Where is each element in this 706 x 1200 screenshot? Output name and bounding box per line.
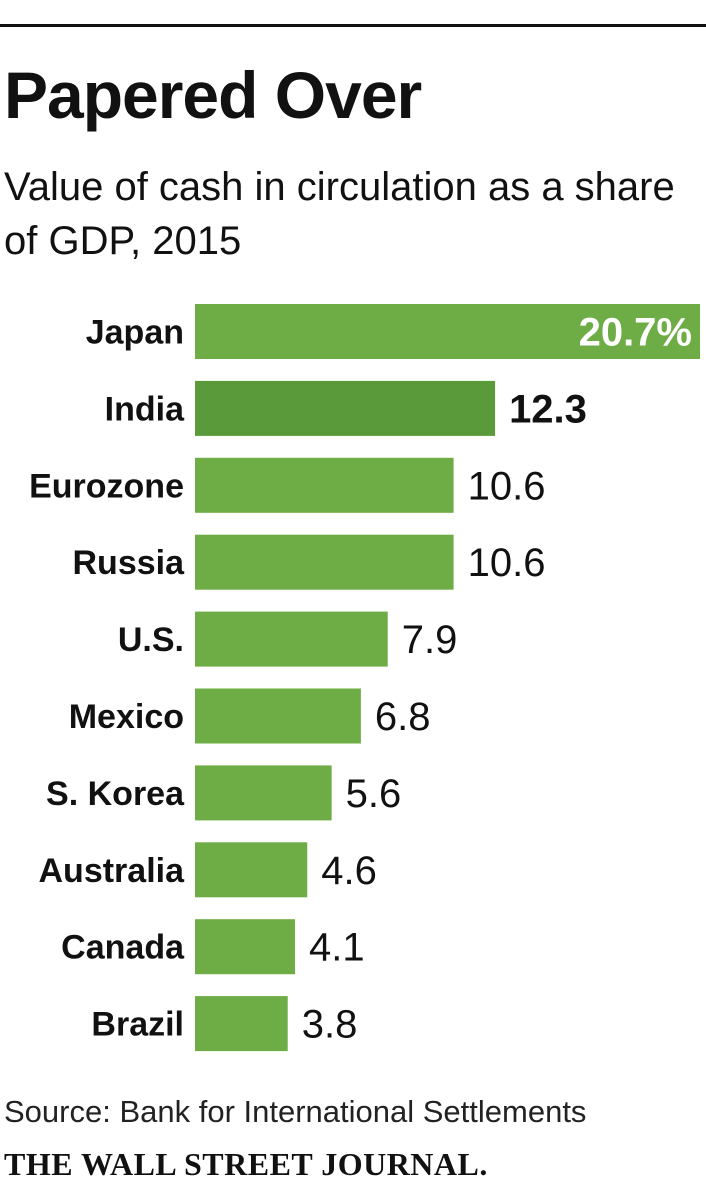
bar-canada	[195, 919, 296, 975]
category-label-india: India	[105, 390, 185, 428]
bar-australia	[195, 842, 308, 898]
bar-japan	[195, 304, 700, 359]
source-note: Source: Bank for International Settlemen…	[4, 1094, 587, 1129]
category-label-mexico: Mexico	[69, 698, 184, 736]
category-label-canada: Canada	[61, 929, 185, 967]
value-label-mexico: 6.8	[375, 695, 431, 739]
value-label-s-korea: 5.6	[346, 772, 402, 816]
bar-brazil	[195, 996, 288, 1052]
bar-india	[195, 380, 496, 436]
value-label-india: 12.3	[509, 387, 587, 431]
bar-russia	[195, 534, 454, 590]
publisher-logo: THE WALL STREET JOURNAL.	[4, 1146, 488, 1182]
bar-u-s	[195, 611, 388, 667]
category-label-u-s: U.S.	[118, 621, 184, 659]
value-label-russia: 10.6	[468, 541, 546, 585]
category-label-eurozone: Eurozone	[29, 467, 184, 505]
value-label-u-s: 7.9	[402, 618, 458, 662]
category-label-russia: Russia	[73, 544, 186, 582]
category-label-s-korea: S. Korea	[46, 775, 185, 813]
category-label-australia: Australia	[39, 852, 186, 890]
value-label-brazil: 3.8	[302, 1003, 358, 1047]
value-label-eurozone: 10.6	[468, 464, 546, 508]
value-label-japan: 20.7%	[579, 311, 692, 355]
category-label-japan: Japan	[86, 314, 184, 352]
value-label-australia: 4.6	[321, 849, 377, 893]
top-rule	[0, 24, 706, 27]
value-label-canada: 4.1	[309, 926, 365, 970]
bar-chart: Japan 20.7% India 12.3 Eurozone 10.6 Russia 10.…	[29, 304, 700, 1052]
bar-s-korea	[195, 765, 332, 821]
chart-title: Papered Over	[4, 58, 422, 132]
bar-mexico	[195, 688, 361, 744]
bar-eurozone	[195, 457, 454, 513]
category-label-brazil: Brazil	[91, 1006, 184, 1044]
chart-subtitle: Value of cash in circulation as a share …	[4, 165, 675, 263]
